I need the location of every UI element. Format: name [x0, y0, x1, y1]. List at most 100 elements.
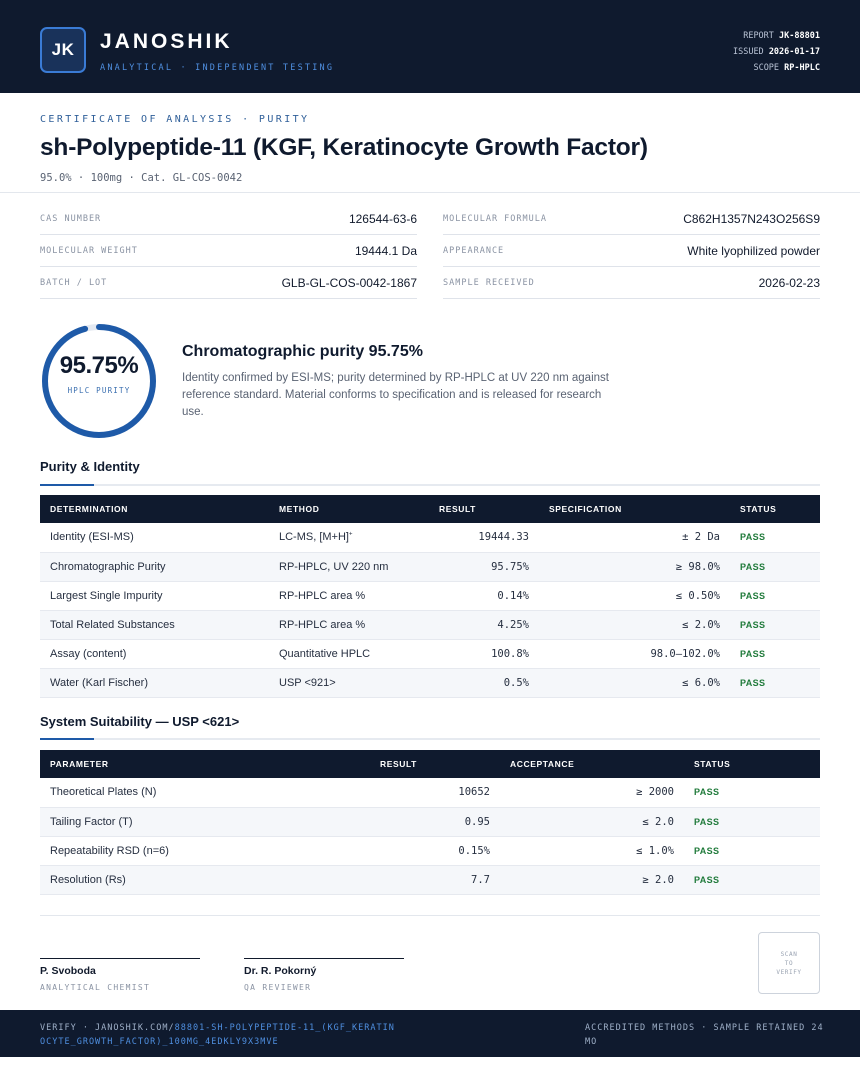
result-cell: 100.8% — [429, 639, 539, 669]
table-row: Repeatability RSD (n=6) 0.15% ≤ 1.0% PAS… — [40, 836, 820, 866]
report-label: REPORT — [743, 31, 774, 41]
determination-cell: Chromatographic Purity — [40, 552, 269, 582]
signature-name: P. Svoboda — [40, 965, 96, 977]
table-header-row: DETERMINATION METHOD RESULT SPECIFICATIO… — [40, 495, 820, 523]
verify-url[interactable]: 88801-SH-POLYPEPTIDE-11_(KGF_KERATINOCYT… — [40, 1023, 395, 1047]
property-row: MOLECULAR WEIGHT 19444.1 Da — [40, 235, 417, 267]
verify-qr-placeholder[interactable]: SCAN TO VERIFY — [758, 932, 820, 994]
property-value: 126544-63-6 — [348, 211, 417, 226]
status-badge: PASS — [730, 581, 820, 611]
purity-summary-title: Chromatographic purity 95.75% — [182, 343, 423, 360]
issued-line: ISSUED 2026-01-17 — [733, 44, 820, 60]
property-label: BATCH / LOT — [40, 277, 108, 288]
qr-text: VERIFY — [776, 968, 802, 976]
brand-tagline: ANALYTICAL · INDEPENDENT TESTING — [100, 63, 335, 73]
report-meta: REPORT JK-88801 ISSUED 2026-01-17 SCOPE … — [733, 28, 820, 76]
property-row: SAMPLE RECEIVED 2026-02-23 — [443, 267, 820, 299]
signature-line — [40, 958, 200, 959]
determination-cell: Assay (content) — [40, 639, 269, 669]
signature-name: Dr. R. Pokorný — [244, 965, 317, 977]
method-superscript: + — [348, 531, 353, 538]
property-row: BATCH / LOT GLB-GL-COS-0042-1867 — [40, 267, 417, 299]
acceptance-cell: ≥ 2000 — [500, 778, 684, 808]
result-cell: 10652 — [370, 778, 500, 808]
spec-cell: ± 2 Da — [539, 523, 730, 553]
column-header: RESULT — [380, 759, 417, 769]
table-row: Identity (ESI-MS) LC-MS, [M+H]+ 19444.33… — [40, 523, 820, 553]
column-header: STATUS — [740, 504, 777, 514]
purity-ring-arc — [42, 324, 156, 438]
divider — [40, 915, 820, 916]
issued-date: 2026-01-17 — [768, 47, 820, 57]
acceptance-cell: ≥ 2.0 — [500, 865, 684, 895]
result-cell: 19444.33 — [429, 523, 539, 553]
column-header: PARAMETER — [50, 759, 109, 769]
method-cell: RP-HPLC area % — [269, 610, 429, 640]
spec-cell: ≤ 0.50% — [539, 581, 730, 611]
status-badge: PASS — [730, 523, 820, 553]
purity-ring-label: HPLC PURITY — [67, 386, 131, 395]
scope-line: SCOPE RP-HPLC — [733, 60, 820, 76]
status-badge: PASS — [730, 610, 820, 640]
purity-ring — [42, 324, 156, 438]
properties-right: MOLECULAR FORMULA C862H1357N243O256S9 AP… — [443, 203, 820, 299]
property-row: MOLECULAR FORMULA C862H1357N243O256S9 — [443, 203, 820, 235]
section-rule — [40, 738, 820, 740]
property-label: APPEARANCE — [443, 245, 505, 256]
property-label: SAMPLE RECEIVED — [443, 277, 535, 288]
method-cell: LC-MS, [M+H]+ — [269, 523, 429, 553]
section-rule-accent — [40, 738, 94, 740]
column-header: RESULT — [439, 504, 476, 514]
column-header: ACCEPTANCE — [510, 759, 575, 769]
table-row: Tailing Factor (T) 0.95 ≤ 2.0 PASS — [40, 807, 820, 837]
footer-note: ACCREDITED METHODS · SAMPLE RETAINED 24 … — [585, 1023, 824, 1047]
product-subline: 95.0% · 100mg · Cat. GL-COS-0042 — [40, 172, 243, 184]
properties-left: CAS NUMBER 126544-63-6 MOLECULAR WEIGHT … — [40, 203, 417, 299]
table-row: Assay (content) Quantitative HPLC 100.8%… — [40, 639, 820, 669]
property-value: 19444.1 Da — [354, 243, 417, 258]
signature-role: ANALYTICAL CHEMIST — [40, 983, 151, 992]
qr-text: SCAN — [780, 950, 798, 958]
scope-value: RP-HPLC — [784, 63, 820, 73]
system-suitability-table: PARAMETER RESULT ACCEPTANCE STATUS Theor… — [40, 750, 820, 895]
method-text: LC-MS, [M+H] — [279, 531, 349, 544]
report-id-line: REPORT JK-88801 — [733, 28, 820, 44]
table-row: Largest Single Impurity RP-HPLC area % 0… — [40, 581, 820, 611]
result-cell: 0.5% — [429, 668, 539, 698]
column-header: DETERMINATION — [50, 504, 128, 514]
property-label: MOLECULAR FORMULA — [443, 213, 547, 224]
status-badge: PASS — [730, 668, 820, 698]
logo: JK — [40, 27, 86, 73]
signature-role: QA REVIEWER — [244, 983, 312, 992]
property-value: C862H1357N243O256S9 — [683, 211, 820, 226]
method-cell: Quantitative HPLC — [269, 639, 429, 669]
verify-link-block: VERIFY · JANOSHIK.COM/88801-SH-POLYPEPTI… — [40, 1021, 400, 1049]
section-rule-accent — [40, 484, 94, 486]
parameter-cell: Theoretical Plates (N) — [40, 778, 370, 808]
determination-cell: Largest Single Impurity — [40, 581, 269, 611]
property-row: APPEARANCE White lyophilized powder — [443, 235, 820, 267]
parameter-cell: Resolution (Rs) — [40, 865, 370, 895]
report-id: JK-88801 — [779, 31, 820, 41]
section-rule — [40, 484, 820, 486]
purity-summary-text: Identity confirmed by ESI-MS; purity det… — [182, 372, 609, 418]
status-badge: PASS — [730, 552, 820, 582]
table-header-row: PARAMETER RESULT ACCEPTANCE STATUS — [40, 750, 820, 778]
method-cell: USP <921> — [269, 668, 429, 698]
property-value: White lyophilized powder — [687, 243, 820, 258]
spec-cell: ≥ 98.0% — [539, 552, 730, 582]
spec-cell: ≤ 6.0% — [539, 668, 730, 698]
page-title: sh-Polypeptide-11 (KGF, Keratinocyte Gro… — [40, 134, 648, 161]
method-cell: RP-HPLC, UV 220 nm — [269, 552, 429, 582]
determination-cell: Total Related Substances — [40, 610, 269, 640]
acceptance-cell: ≤ 1.0% — [500, 836, 684, 866]
table-row: Resolution (Rs) 7.7 ≥ 2.0 PASS — [40, 865, 820, 895]
property-row: CAS NUMBER 126544-63-6 — [40, 203, 417, 235]
section-title-system-suitability: System Suitability — USP <621> — [40, 714, 240, 729]
result-cell: 4.25% — [429, 610, 539, 640]
column-header: SPECIFICATION — [549, 504, 622, 514]
verify-prefix: VERIFY · JANOSHIK.COM/ — [40, 1023, 175, 1033]
result-cell: 0.95 — [370, 807, 500, 837]
parameter-cell: Repeatability RSD (n=6) — [40, 836, 370, 866]
result-cell: 0.15% — [370, 836, 500, 866]
